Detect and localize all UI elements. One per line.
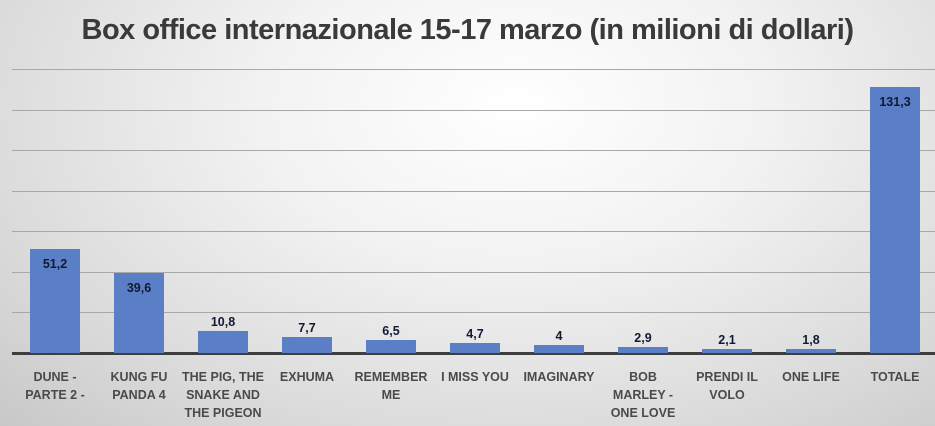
data-label: 10,8	[210, 315, 236, 330]
data-label: 131,3	[879, 95, 911, 109]
data-label: 2,1	[718, 332, 736, 347]
category-label: KUNG FU PANDA 4	[110, 370, 168, 402]
gridline	[12, 312, 935, 313]
category-label: EXHUMA	[279, 370, 335, 384]
x-axis-line	[12, 352, 935, 355]
category-label: THE PIG, THE SNAKE AND THE PIGEON	[182, 370, 264, 420]
gridline	[12, 69, 935, 70]
data-label: 4,7	[466, 327, 484, 342]
data-label: 39,6	[126, 280, 152, 295]
category-label: BOB MARLEY - ONE LOVE	[610, 370, 676, 420]
bar	[30, 249, 80, 353]
bar	[618, 347, 668, 353]
bar	[870, 87, 920, 353]
data-label: 51,2	[42, 257, 68, 272]
category-label: IMAGINARY	[523, 370, 595, 384]
data-label: 6,5	[382, 323, 400, 338]
gridline	[12, 110, 935, 111]
data-label: 2,9	[634, 331, 652, 346]
category-label: DUNE - PARTE 2 -	[25, 370, 85, 402]
data-label: 1,8	[802, 333, 820, 348]
bar	[282, 337, 332, 353]
gridline	[12, 272, 935, 273]
chart-title: Box office internazionale 15-17 marzo (i…	[81, 14, 854, 46]
bar	[198, 331, 248, 353]
bar	[114, 272, 164, 353]
bar	[450, 343, 500, 353]
category-label: ONE LIFE	[782, 370, 840, 384]
plot-area: 51,2 DUNE - PARTE 2 - 39,6 KUNG FU PANDA 4 1…	[12, 0, 935, 426]
category-label: I MISS YOU	[441, 370, 509, 384]
gridline	[12, 191, 935, 192]
category-label: TOTALE	[870, 370, 920, 384]
category-label: PRENDI IL VOLO	[696, 370, 758, 402]
data-label: 4	[555, 328, 563, 343]
bar	[702, 348, 752, 353]
bar	[786, 349, 836, 353]
gridline	[12, 150, 935, 151]
gridline	[12, 231, 935, 232]
data-label: 7,7	[298, 321, 316, 336]
bar	[534, 344, 584, 353]
category-label: REMEMBER ME	[354, 370, 428, 402]
bar	[366, 339, 416, 353]
